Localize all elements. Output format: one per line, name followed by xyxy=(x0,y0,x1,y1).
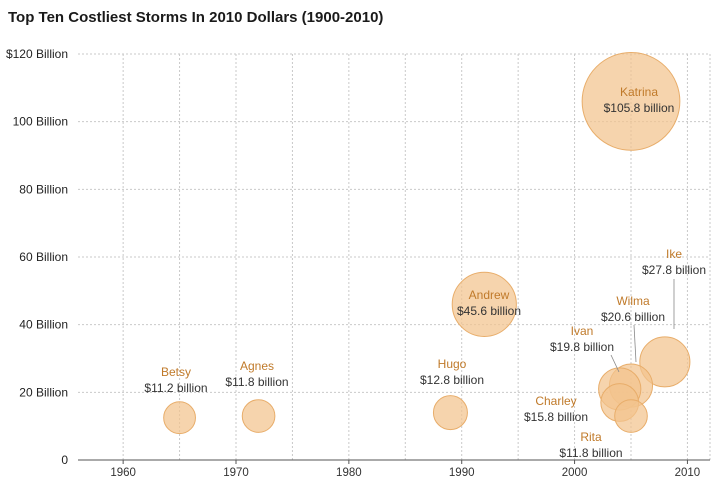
bubbles xyxy=(163,52,691,435)
bubble-betsy xyxy=(163,401,196,435)
storm-name-label: Charley xyxy=(535,394,576,408)
storm-name-label: Betsy xyxy=(161,365,191,379)
storm-cost-label: $12.8 billion xyxy=(420,373,484,387)
x-tick-label: 2000 xyxy=(562,467,588,479)
storm-name-label: Ike xyxy=(666,247,682,261)
bubble-katrina xyxy=(581,52,681,151)
x-tick-label: 2010 xyxy=(675,467,701,479)
y-tick-label: 60 Billion xyxy=(19,250,68,264)
x-tick-label: 1960 xyxy=(110,467,136,479)
bubble-hugo xyxy=(432,395,468,431)
bubble-labels: Betsy $11.2 billion Agnes $11.8 billion Hugo… xyxy=(144,85,706,460)
storm-cost-label: $20.6 billion xyxy=(601,310,665,324)
bubble-rita xyxy=(614,399,648,433)
storm-cost-label: $27.8 billion xyxy=(642,263,706,277)
storm-name-label: Katrina xyxy=(620,85,658,99)
y-tick-label: $120 Billion xyxy=(6,47,68,61)
bubble-ike xyxy=(639,336,691,388)
storm-cost-label: $19.8 billion xyxy=(550,340,614,354)
storm-cost-label: $11.8 billion xyxy=(225,375,288,389)
storm-cost-label: $11.2 billion xyxy=(144,381,207,395)
y-tick-label: 20 Billion xyxy=(19,385,68,399)
x-tick-label: 1970 xyxy=(223,467,249,479)
bubble-andrew xyxy=(451,271,517,337)
storm-cost-label: $15.8 billion xyxy=(524,410,588,424)
chart-title: Top Ten Costliest Storms In 2010 Dollars… xyxy=(8,9,383,26)
storm-cost-label: $11.8 billion xyxy=(559,446,622,460)
y-tick-label: 80 Billion xyxy=(19,182,68,196)
storm-name-label: Agnes xyxy=(240,359,274,373)
storm-cost-label: $105.8 billion xyxy=(604,101,675,115)
storm-name-label: Andrew xyxy=(469,288,510,302)
x-tick-label: 1990 xyxy=(449,467,475,479)
storm-name-label: Hugo xyxy=(438,357,467,371)
axes: 1960 1970 1980 1990 2000 2010 0 20 Billion 40 Bi… xyxy=(6,47,710,479)
leader-line-ivan xyxy=(610,354,620,373)
y-tick-label: 0 xyxy=(61,453,68,467)
storm-name-label: Ivan xyxy=(571,324,594,338)
bubble-agnes xyxy=(241,399,276,433)
leader-line-wilma xyxy=(633,324,637,363)
y-tick-label: 100 Billion xyxy=(13,115,68,129)
storm-name-label: Wilma xyxy=(616,294,650,308)
grid xyxy=(78,53,711,460)
x-tick-label: 1980 xyxy=(336,467,362,479)
y-tick-label: 40 Billion xyxy=(19,318,68,332)
storm-name-label: Rita xyxy=(580,430,602,444)
storm-cost-label: $45.6 billion xyxy=(457,304,521,318)
